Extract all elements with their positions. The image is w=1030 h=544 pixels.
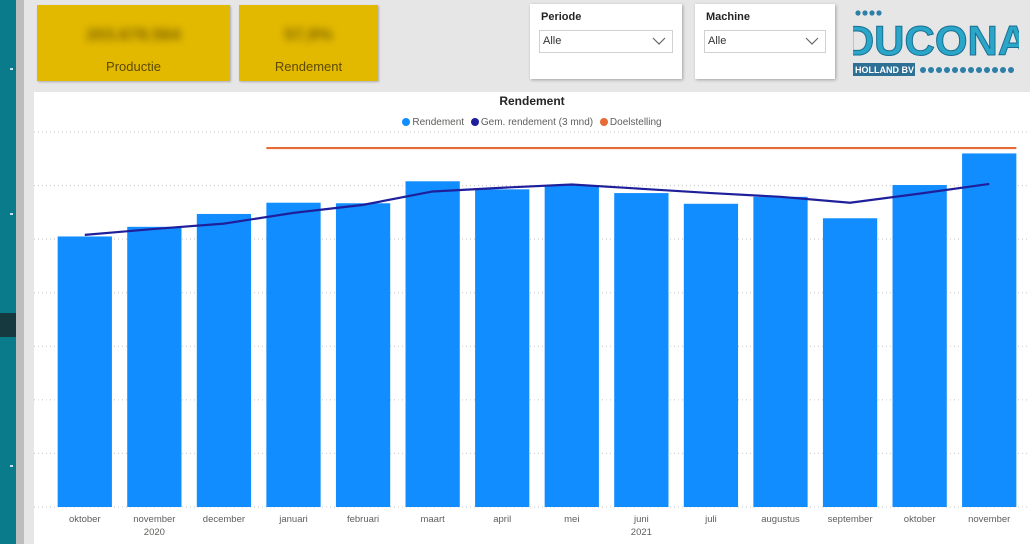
x-tick-label: januari bbox=[278, 514, 308, 525]
dropdown-value: Alle bbox=[543, 35, 562, 47]
bar-rendement[interactable] bbox=[962, 153, 1017, 507]
x-tick-label: april bbox=[493, 514, 511, 525]
periode-dropdown[interactable]: Alle bbox=[539, 30, 673, 53]
bar-rendement[interactable] bbox=[544, 185, 599, 507]
bar-rendement[interactable] bbox=[405, 181, 460, 507]
x-tick-label: mei bbox=[564, 514, 579, 525]
x-tick-label: november bbox=[133, 514, 175, 525]
bar-rendement[interactable] bbox=[753, 196, 808, 508]
x-tick-label: oktober bbox=[904, 514, 936, 525]
report-left-rail bbox=[0, 0, 16, 544]
bar-rendement[interactable] bbox=[266, 202, 321, 507]
bar-rendement[interactable] bbox=[335, 203, 391, 507]
logo-subtext: HOLLAND BV bbox=[855, 65, 914, 75]
x-tick-label: februari bbox=[347, 514, 379, 525]
bar-rendement[interactable] bbox=[683, 203, 739, 507]
x-year-label: 2020 bbox=[144, 527, 165, 538]
legend-item-rendement[interactable]: Rendement bbox=[402, 117, 464, 128]
chart-title: Rendement bbox=[499, 94, 565, 108]
bar-rendement[interactable] bbox=[127, 226, 182, 508]
kpi-card-rendement[interactable]: 57,9% Rendement bbox=[239, 5, 378, 81]
kpi-value: 57,9% bbox=[284, 25, 333, 44]
x-tick-label: oktober bbox=[69, 514, 101, 525]
kpi-label: Rendement bbox=[274, 59, 343, 74]
rail-dot bbox=[10, 213, 13, 215]
plot-area: oktober november december januari februari ma… bbox=[34, 131, 1030, 538]
slicer-periode: Periode Alle bbox=[530, 4, 682, 79]
logo-wordmark: DUCONA bbox=[853, 17, 1019, 64]
kpi-card-productie[interactable]: 203.678.564 Productie bbox=[37, 5, 230, 81]
chevron-down-icon bbox=[805, 37, 819, 45]
x-tick-label: december bbox=[203, 514, 245, 525]
bar-rendement[interactable] bbox=[196, 213, 252, 507]
legend-marker bbox=[470, 118, 479, 126]
legend-item-doelstelling[interactable]: Doelstelling bbox=[599, 117, 662, 128]
slicer-title: Periode bbox=[541, 11, 582, 23]
bar-rendement[interactable] bbox=[614, 193, 669, 508]
chevron-down-icon bbox=[652, 37, 666, 45]
bar-rendement[interactable] bbox=[892, 185, 947, 507]
legend-label: Gem. rendement (3 mnd) bbox=[480, 117, 594, 128]
machine-dropdown[interactable]: Alle bbox=[704, 30, 826, 53]
legend-label: Doelstelling bbox=[609, 117, 662, 128]
legend-marker bbox=[402, 118, 411, 126]
x-tick-label: augustus bbox=[761, 514, 800, 525]
bar-rendement[interactable] bbox=[822, 218, 878, 507]
page-gutter bbox=[16, 0, 24, 544]
x-tick-label: september bbox=[828, 514, 873, 525]
x-tick-label: november bbox=[968, 514, 1010, 525]
bar-rendement[interactable] bbox=[475, 189, 530, 508]
x-tick-label: juli bbox=[704, 514, 717, 525]
chart-legend: Rendement Gem. rendement (3 mnd) Doelste… bbox=[34, 117, 1030, 128]
rendement-chart[interactable]: Rendement Rendement Gem. rendement (3 mn… bbox=[34, 92, 1030, 544]
rail-dot bbox=[10, 68, 13, 70]
slicer-title: Machine bbox=[706, 11, 751, 23]
x-year-label: 2021 bbox=[631, 527, 652, 538]
kpi-label: Productie bbox=[106, 59, 161, 74]
legend-marker bbox=[599, 118, 608, 126]
ducona-logo: DUCONA HOLLAND BV bbox=[853, 10, 1019, 76]
kpi-value: 203.678.564 bbox=[86, 25, 181, 44]
line-gem-rendement bbox=[84, 182, 990, 236]
dropdown-value: Alle bbox=[708, 35, 727, 47]
bar-rendement[interactable] bbox=[57, 236, 112, 507]
rail-dot bbox=[10, 465, 13, 467]
x-tick-label: maart bbox=[420, 514, 445, 525]
legend-label: Rendement bbox=[412, 117, 465, 128]
legend-item-gem-rendement[interactable]: Gem. rendement (3 mnd) bbox=[470, 117, 594, 128]
x-tick-label: juni bbox=[633, 514, 649, 525]
slicer-machine: Machine Alle bbox=[695, 4, 835, 79]
rail-page-marker[interactable] bbox=[0, 313, 16, 337]
